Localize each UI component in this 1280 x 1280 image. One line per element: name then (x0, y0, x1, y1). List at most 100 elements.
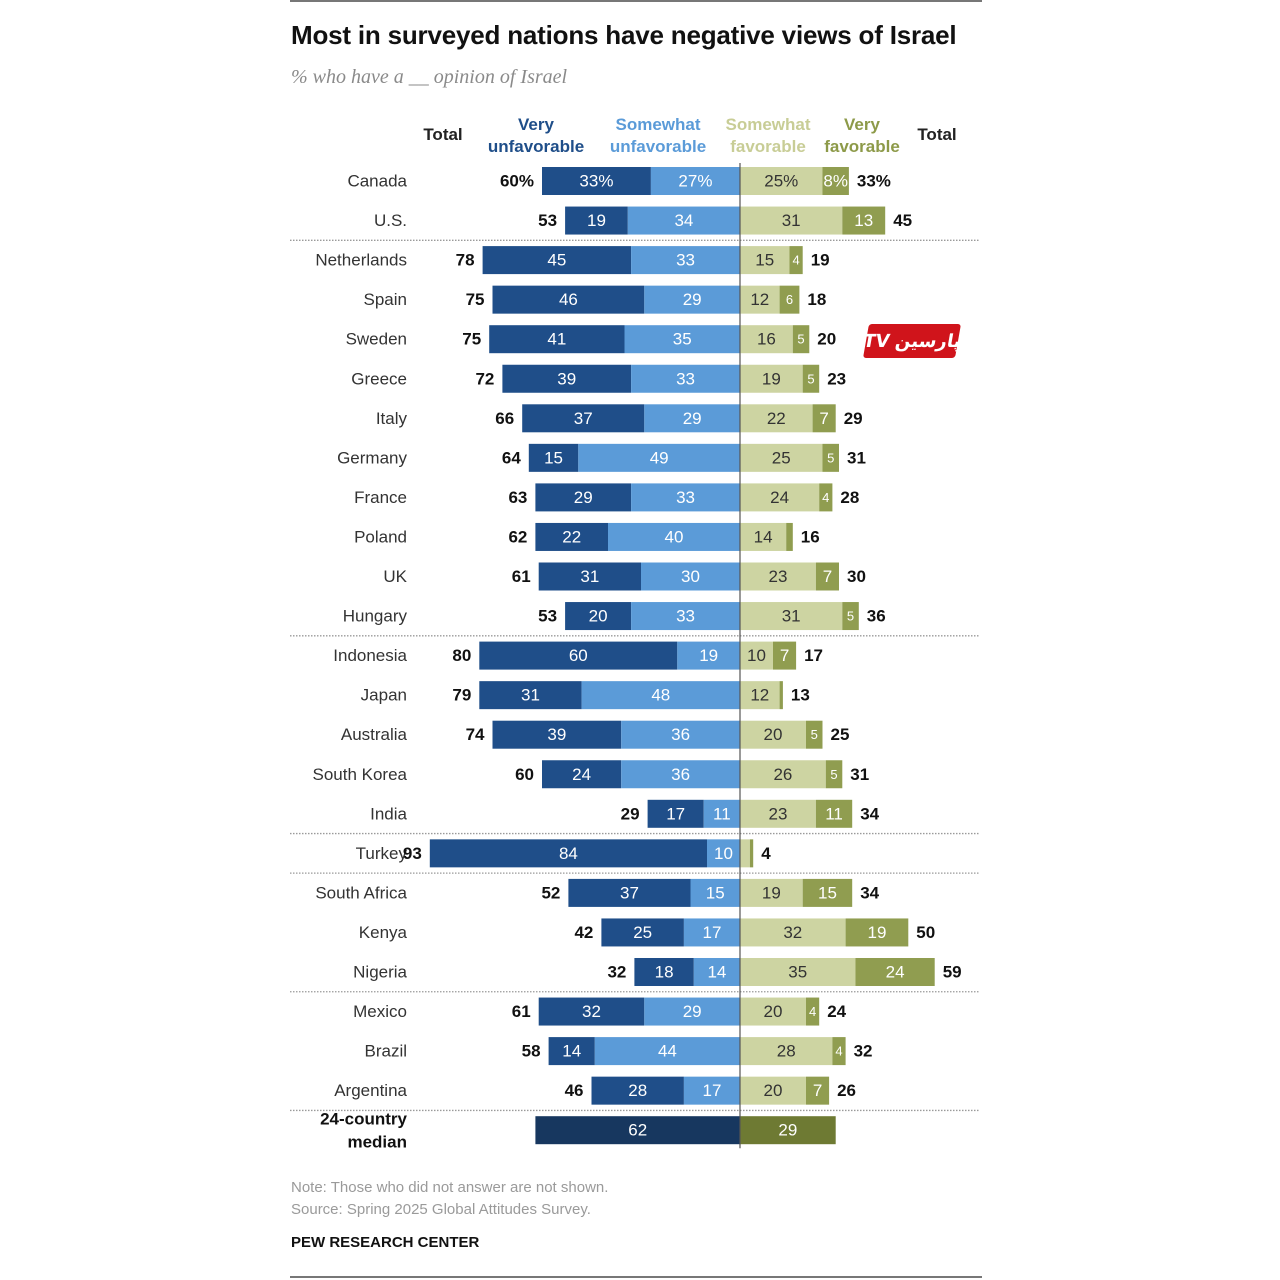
bar-somewhat-favorable-u-s (740, 206, 843, 235)
country-label-u-s: U.S. (374, 211, 407, 230)
bar-somewhat-favorable-mexico (740, 997, 806, 1026)
total-unfavorable-brazil: 58 (522, 1042, 541, 1061)
value-label-somewhat-favorable-sweden: 16 (757, 330, 776, 349)
bar-very-unfavorable-netherlands (482, 246, 632, 275)
country-label-canada: Canada (347, 172, 407, 191)
chart-title: Most in surveyed nations have negative v… (291, 20, 957, 50)
pew-research-center-logo: PEW RESEARCH CENTER (291, 1234, 480, 1251)
value-label-very-unfavorable-south-korea: 24 (572, 765, 591, 784)
tv-watermark-logo: TV پارسین (861, 324, 963, 358)
total-favorable-poland: 16 (801, 527, 820, 546)
bar-somewhat-favorable-india (740, 799, 816, 828)
bar-somewhat-favorable-kenya (740, 918, 846, 947)
bar-somewhat-unfavorable-hungary (631, 602, 740, 631)
country-label-nigeria: Nigeria (353, 963, 407, 982)
bar-somewhat-unfavorable-u-s (627, 206, 740, 235)
total-favorable-indonesia: 17 (804, 646, 823, 665)
total-unfavorable-canada: 60% (500, 172, 534, 191)
bar-very-favorable-nigeria (855, 958, 935, 986)
bar-very-unfavorable-canada (542, 167, 651, 195)
bar-very-favorable-mexico (806, 997, 820, 1026)
bar-very-unfavorable-france (535, 483, 632, 512)
value-label-very-favorable-mexico: 4 (809, 1004, 816, 1019)
value-label-very-unfavorable-uk: 31 (580, 567, 599, 586)
total-favorable-japan: 13 (791, 686, 810, 705)
value-label-very-favorable-italy: 7 (819, 409, 828, 428)
header-somewhat-unfavorable-line2: unfavorable (609, 137, 707, 156)
value-label-very-favorable-brazil: 4 (835, 1044, 842, 1059)
header-somewhat-favorable: Somewhat favorable (716, 114, 820, 158)
bar-somewhat-favorable-south-africa (740, 878, 803, 907)
country-label-japan: Japan (361, 686, 407, 705)
value-label-median-favorable: 29 (778, 1121, 797, 1140)
bar-very-favorable-germany (822, 443, 839, 472)
tv-logo-icon: TV (861, 330, 892, 352)
value-label-very-favorable-sweden: 5 (797, 332, 804, 347)
country-label-hungary: Hungary (343, 607, 408, 626)
top-rule (290, 0, 982, 2)
header-somewhat-unfavorable: Somewhat unfavorable (602, 114, 714, 158)
total-favorable-hungary: 36 (867, 607, 886, 626)
median-label-line1: 24-country (320, 1110, 407, 1129)
value-label-very-unfavorable-indonesia: 60 (569, 646, 588, 665)
bar-somewhat-unfavorable-sweden (624, 325, 740, 354)
bar-somewhat-favorable-germany (740, 443, 823, 472)
bar-very-unfavorable-south-africa (568, 878, 691, 907)
bar-somewhat-favorable-australia (740, 720, 806, 749)
bar-somewhat-favorable-japan (740, 681, 780, 710)
bar-somewhat-favorable-spain (740, 285, 780, 314)
bar-very-favorable-kenya (845, 918, 909, 947)
value-label-very-unfavorable-italy: 37 (574, 409, 593, 428)
total-favorable-india: 34 (860, 804, 879, 823)
bar-somewhat-unfavorable-argentina (683, 1076, 740, 1105)
bar-somewhat-favorable-brazil (740, 1037, 833, 1066)
value-label-somewhat-unfavorable-india: 11 (713, 804, 731, 823)
total-unfavorable-south-korea: 60 (515, 765, 534, 784)
total-favorable-uk: 30 (847, 567, 866, 586)
value-label-somewhat-favorable-india: 23 (768, 804, 787, 823)
bar-very-favorable-hungary (842, 602, 859, 631)
total-unfavorable-hungary: 53 (538, 607, 557, 626)
country-label-uk: UK (383, 567, 407, 586)
value-label-somewhat-favorable-argentina: 20 (764, 1081, 783, 1100)
header-very-unfavorable-line2: unfavorable (487, 137, 585, 156)
bar-very-unfavorable-india (647, 799, 704, 828)
value-label-very-favorable-india: 11 (825, 804, 843, 823)
bar-somewhat-unfavorable-germany (578, 443, 740, 472)
country-label-sweden: Sweden (346, 330, 407, 349)
bar-very-unfavorable-spain (492, 285, 645, 314)
value-label-somewhat-unfavorable-sweden: 35 (673, 330, 692, 349)
country-label-germany: Germany (337, 448, 407, 467)
value-label-very-favorable-france: 4 (822, 490, 829, 505)
value-label-somewhat-favorable-italy: 22 (767, 409, 786, 428)
total-favorable-greece: 23 (827, 369, 846, 388)
value-label-very-favorable-uk: 7 (823, 567, 832, 586)
bar-somewhat-unfavorable-poland (608, 522, 740, 551)
value-label-very-unfavorable-south-africa: 37 (620, 883, 639, 902)
value-label-very-unfavorable-germany: 15 (544, 448, 563, 467)
bar-somewhat-unfavorable-nigeria (693, 958, 740, 986)
total-unfavorable-greece: 72 (475, 369, 494, 388)
country-label-spain: Spain (364, 290, 407, 309)
total-favorable-argentina: 26 (837, 1081, 856, 1100)
value-label-somewhat-unfavorable-italy: 29 (683, 409, 702, 428)
header-very-favorable-line1: Very (844, 115, 880, 134)
value-label-somewhat-favorable-australia: 20 (764, 725, 783, 744)
header-somewhat-favorable-line2: favorable (730, 137, 806, 156)
value-label-very-unfavorable-india: 17 (666, 804, 685, 823)
value-label-somewhat-unfavorable-indonesia: 19 (699, 646, 718, 665)
value-label-somewhat-favorable-indonesia: 10 (747, 646, 766, 665)
bar-somewhat-favorable-indonesia (740, 641, 773, 670)
chart-subtitle: % who have a __ opinion of Israel (291, 66, 568, 88)
bar-somewhat-unfavorable-turkey (707, 839, 740, 868)
value-label-somewhat-favorable-south-korea: 26 (773, 765, 792, 784)
bar-very-unfavorable-australia (492, 720, 622, 749)
header-total-left: Total (423, 125, 463, 144)
total-unfavorable-south-africa: 52 (541, 883, 560, 902)
value-label-somewhat-favorable-germany: 25 (772, 448, 791, 467)
country-label-india: India (370, 804, 407, 823)
bar-very-favorable-netherlands (789, 246, 803, 275)
value-label-somewhat-unfavorable-hungary: 33 (676, 607, 695, 626)
bar-very-unfavorable-japan (479, 681, 582, 710)
total-favorable-nigeria: 59 (943, 963, 962, 982)
